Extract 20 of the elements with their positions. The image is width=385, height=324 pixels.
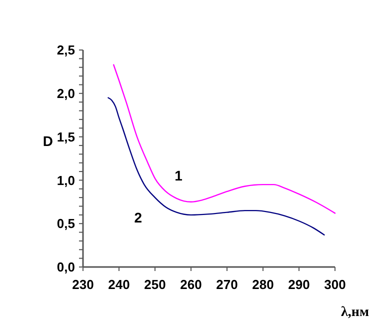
x-tick-label: 250 [144, 277, 166, 292]
line-series [108, 97, 325, 236]
y-tick-label: 1,0 [56, 172, 75, 188]
x-tick-label: 270 [216, 277, 238, 292]
line-series [113, 64, 336, 214]
y-tick-label: 0,0 [56, 260, 75, 275]
x-tick-label: 280 [252, 277, 274, 292]
y-tick-label: 2,5 [56, 42, 75, 58]
y-tick-label: 2,0 [56, 86, 75, 101]
x-tick-label: 300 [324, 277, 346, 292]
x-tick-label: 230 [72, 277, 94, 292]
series-label: 1 [174, 167, 183, 184]
x-tick-label: 260 [180, 277, 202, 292]
x-tick-label: 290 [288, 277, 310, 292]
y-tick-label: 1,5 [56, 129, 75, 144]
y-axis-title: D [42, 133, 53, 150]
series-label: 2 [134, 210, 142, 226]
x-tick-label: 240 [108, 277, 130, 292]
x-axis-title: λ,нм [341, 305, 370, 320]
y-tick-label: 0,5 [56, 216, 75, 232]
